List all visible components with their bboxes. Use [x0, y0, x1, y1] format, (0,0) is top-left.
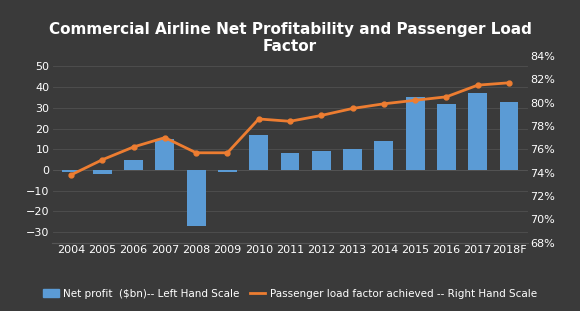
Bar	[312, 151, 331, 170]
Text: Commercial Airline Net Profitability and Passenger Load
Factor: Commercial Airline Net Profitability and…	[49, 22, 531, 54]
Bar	[249, 135, 268, 170]
Bar	[218, 170, 237, 172]
Bar	[437, 104, 456, 170]
Bar	[375, 141, 393, 170]
Bar	[499, 102, 519, 170]
Bar	[124, 160, 143, 170]
Bar	[61, 170, 81, 172]
Bar	[187, 170, 205, 226]
Bar	[343, 149, 362, 170]
Legend: Net profit  ($bn)-- Left Hand Scale, Passenger load factor achieved -- Right Han: Net profit ($bn)-- Left Hand Scale, Pass…	[39, 284, 541, 303]
Bar	[469, 93, 487, 170]
Bar	[281, 153, 299, 170]
Bar	[93, 170, 111, 174]
Bar	[406, 97, 425, 170]
Bar	[155, 139, 174, 170]
